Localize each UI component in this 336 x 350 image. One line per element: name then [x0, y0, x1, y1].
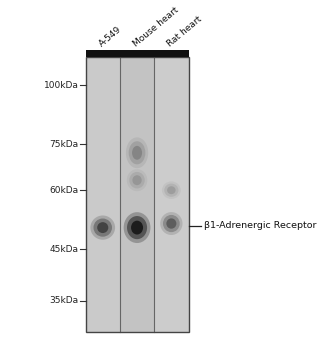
Text: 45kDa: 45kDa — [50, 245, 79, 254]
Ellipse shape — [129, 172, 145, 188]
Ellipse shape — [93, 218, 112, 237]
Text: Rat heart: Rat heart — [166, 15, 204, 49]
Ellipse shape — [131, 220, 143, 234]
Text: 75kDa: 75kDa — [50, 140, 79, 149]
Text: A-549: A-549 — [97, 25, 123, 49]
Ellipse shape — [124, 212, 151, 243]
Ellipse shape — [97, 222, 108, 233]
Ellipse shape — [132, 175, 142, 185]
Text: β1-Adrenergic Receptor: β1-Adrenergic Receptor — [204, 221, 317, 230]
Ellipse shape — [167, 186, 176, 194]
FancyBboxPatch shape — [86, 50, 120, 57]
Ellipse shape — [127, 216, 147, 239]
Ellipse shape — [132, 146, 142, 160]
FancyBboxPatch shape — [120, 57, 154, 332]
Ellipse shape — [90, 216, 115, 240]
Ellipse shape — [160, 212, 182, 235]
Text: 60kDa: 60kDa — [50, 186, 79, 195]
FancyBboxPatch shape — [120, 50, 154, 57]
Ellipse shape — [163, 215, 180, 232]
Text: 100kDa: 100kDa — [44, 81, 79, 90]
FancyBboxPatch shape — [154, 57, 188, 332]
FancyBboxPatch shape — [154, 50, 188, 57]
Ellipse shape — [162, 181, 181, 199]
Ellipse shape — [166, 218, 176, 229]
Ellipse shape — [126, 137, 148, 168]
Ellipse shape — [129, 141, 145, 164]
Text: Mouse heart: Mouse heart — [131, 6, 180, 49]
Ellipse shape — [127, 169, 148, 191]
Ellipse shape — [164, 184, 178, 197]
FancyBboxPatch shape — [86, 57, 120, 332]
Text: 35kDa: 35kDa — [50, 296, 79, 305]
